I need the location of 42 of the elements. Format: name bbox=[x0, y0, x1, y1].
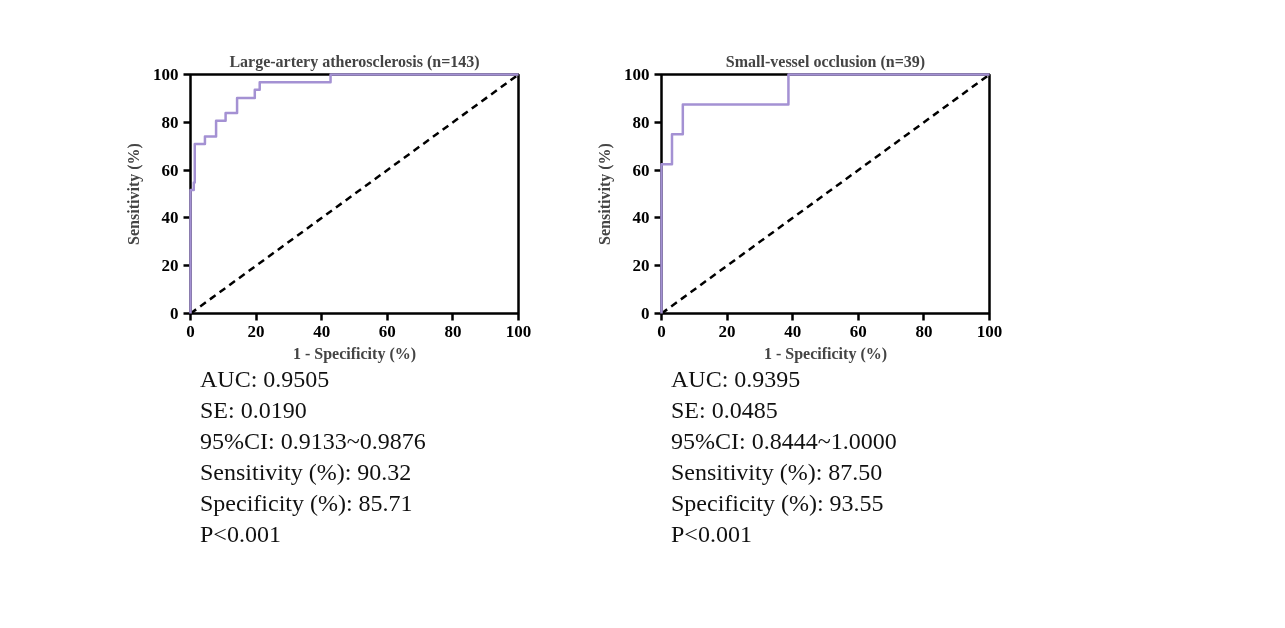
x-tick-label: 60 bbox=[378, 321, 396, 341]
text: P<0.001 bbox=[671, 521, 752, 547]
text: SE: 0.0485 bbox=[671, 397, 778, 423]
y-tick-label: 80 bbox=[161, 112, 179, 132]
y-tick-label: 0 bbox=[641, 304, 650, 323]
x-tick-label: 60 bbox=[849, 321, 867, 341]
x-tick-label: 0 bbox=[657, 321, 666, 341]
y-tick-label: 20 bbox=[632, 256, 650, 276]
y-tick-label: 80 bbox=[632, 112, 650, 132]
y-tick-label: 60 bbox=[161, 160, 179, 180]
chart-title: Small-vessel occlusion (n=39) bbox=[725, 52, 926, 71]
y-tick-label: 40 bbox=[632, 208, 650, 228]
y-tick-label: 60 bbox=[632, 160, 650, 180]
x-tick-label: 0 bbox=[186, 321, 195, 341]
text: Sensitivity (%): 90.32 bbox=[200, 459, 412, 485]
chart-title: Large-artery atherosclerosis (n=143) bbox=[229, 52, 480, 71]
y-axis-title: Sensitivity (%) bbox=[596, 143, 614, 245]
x-tick-label: 40 bbox=[784, 321, 802, 341]
text: 95%CI: 0.9133~0.9876 bbox=[200, 428, 426, 454]
text: AUC: 0.9395 bbox=[671, 366, 801, 392]
y-tick-label: 100 bbox=[624, 65, 650, 84]
text: SE: 0.0190 bbox=[200, 397, 307, 423]
x-tick-label: 40 bbox=[313, 321, 331, 341]
x-tick-label: 20 bbox=[718, 321, 736, 341]
y-tick-label: 0 bbox=[170, 304, 179, 323]
text: 95%CI: 0.8444~1.0000 bbox=[671, 428, 897, 454]
x-tick-label: 80 bbox=[444, 321, 462, 341]
y-tick-label: 100 bbox=[153, 65, 179, 84]
x-tick-label: 100 bbox=[505, 321, 532, 341]
text: Specificity (%): 85.71 bbox=[200, 490, 413, 516]
x-tick-label: 80 bbox=[915, 321, 933, 341]
y-axis-title: Sensitivity (%) bbox=[125, 143, 143, 245]
y-tick-label: 20 bbox=[161, 256, 179, 276]
y-tick-label: 40 bbox=[161, 208, 179, 228]
x-axis-title: 1 - Specificity (%) bbox=[292, 344, 417, 363]
text: Sensitivity (%): 87.50 bbox=[671, 459, 883, 485]
text: Specificity (%): 93.55 bbox=[671, 490, 884, 516]
text: P<0.001 bbox=[200, 521, 281, 547]
x-tick-label: 100 bbox=[976, 321, 1003, 341]
text: AUC: 0.9505 bbox=[200, 366, 330, 392]
x-tick-label: 20 bbox=[247, 321, 265, 341]
x-axis-title: 1 - Specificity (%) bbox=[763, 344, 888, 363]
